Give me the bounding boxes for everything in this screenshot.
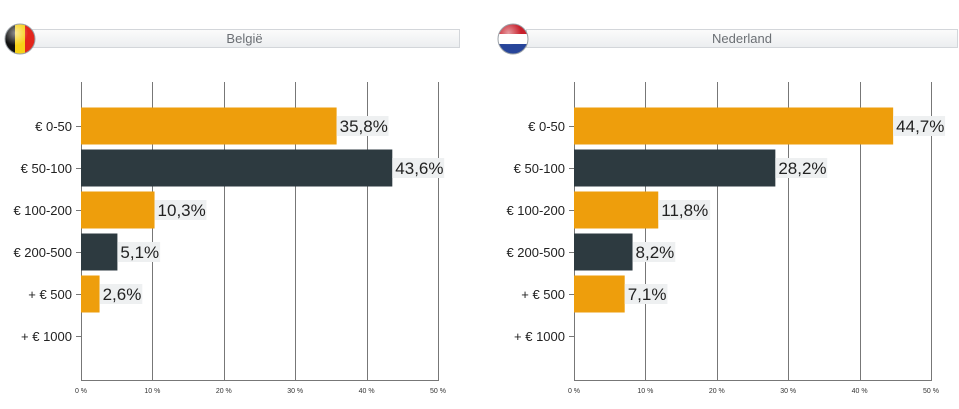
category-label: € 50-100 (514, 161, 565, 176)
bar (81, 108, 337, 145)
category-label: + € 1000 (514, 329, 565, 344)
value-label: 44,7% (896, 117, 944, 136)
category-label: € 0-50 (528, 119, 565, 134)
category-label: + € 500 (28, 287, 72, 302)
bar (81, 234, 117, 271)
x-tick-label: 50 % (430, 388, 446, 395)
value-label: 10,3% (158, 201, 206, 220)
x-tick-label: 0 % (568, 388, 580, 395)
category-label: + € 500 (521, 287, 565, 302)
category-label: € 50-100 (21, 161, 72, 176)
bar (574, 108, 893, 145)
bar-chart-belgie: 0 % 10 % 20 % 30 % 40 % 50 % € 0-50 35,8% € 50-1… (0, 0, 468, 409)
bar (574, 192, 658, 229)
x-tick-label: 30 % (287, 388, 303, 395)
value-label: 7,1% (628, 285, 667, 304)
x-tick-label: 50 % (923, 388, 939, 395)
category-label: € 100-200 (13, 203, 72, 218)
bar (574, 234, 633, 271)
category-label: € 0-50 (35, 119, 72, 134)
category-label: + € 1000 (21, 329, 72, 344)
bar (574, 276, 625, 313)
x-tick-label: 40 % (359, 388, 375, 395)
value-label: 2,6% (103, 285, 142, 304)
bar-chart-nederland: 0 % 10 % 20 % 30 % 40 % 50 % € 0-50 44,7% € 50-1… (493, 0, 959, 409)
category-label: € 200-500 (13, 245, 72, 260)
x-tick-label: 10 % (637, 388, 653, 395)
x-tick-label: 10 % (144, 388, 160, 395)
value-label: 35,8% (340, 117, 388, 136)
chart-panel-belgie: België 0 % 10 % 20 % 30 % 40 % 50 % € 0-50 35,8… (0, 0, 468, 409)
value-label: 8,2% (636, 243, 675, 262)
x-tick-label: 40 % (852, 388, 868, 395)
x-tick-label: 30 % (780, 388, 796, 395)
value-label: 43,6% (395, 159, 443, 178)
category-label: € 100-200 (506, 203, 565, 218)
chart-panel-nederland: Nederland 0 % 10 % 20 % 30 % 40 % 50 % € 0-50 4… (493, 0, 959, 409)
bar (574, 150, 775, 187)
category-label: € 200-500 (506, 245, 565, 260)
bar (81, 150, 392, 187)
x-tick-label: 0 % (75, 388, 87, 395)
bar (81, 276, 100, 313)
value-label: 5,1% (120, 243, 159, 262)
value-label: 11,8% (661, 201, 708, 220)
value-label: 28,2% (778, 159, 826, 178)
x-tick-label: 20 % (709, 388, 725, 395)
bar (81, 192, 155, 229)
x-tick-label: 20 % (216, 388, 232, 395)
